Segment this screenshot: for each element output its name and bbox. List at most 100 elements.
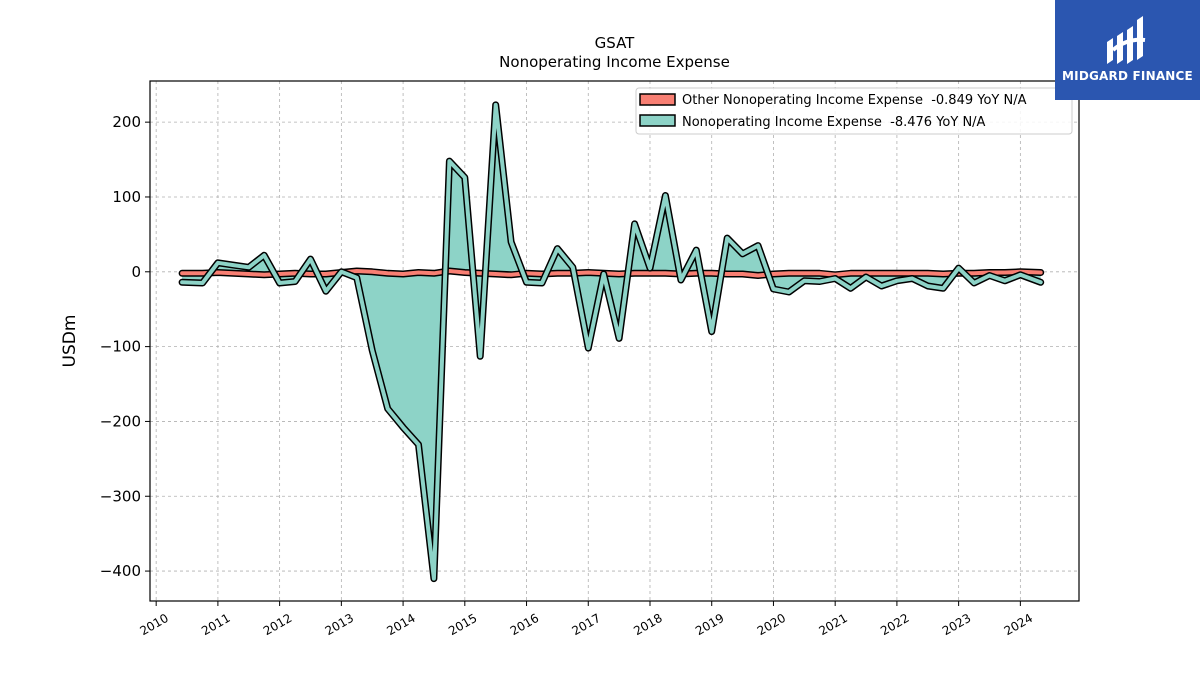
series-1-point xyxy=(324,290,328,293)
series-0-point xyxy=(262,273,266,276)
series-0-point xyxy=(803,272,806,275)
brand-logo: MIDGARD FINANCE xyxy=(1055,0,1200,100)
x-tick-label: 2021 xyxy=(816,611,849,638)
series-0-point xyxy=(710,272,713,275)
series-1-point xyxy=(602,272,605,276)
series-0-point xyxy=(417,271,420,274)
series-1-point xyxy=(463,176,467,179)
x-tick-label: 2024 xyxy=(1002,611,1035,638)
series-1-point xyxy=(232,263,235,267)
series-1-line-outline xyxy=(178,101,1045,583)
series-1-point xyxy=(386,407,389,410)
midgard-finance-logo-icon xyxy=(1107,16,1146,64)
series-1-point xyxy=(371,349,374,352)
y-tick-label: −100 xyxy=(100,338,141,356)
series-0-point xyxy=(741,272,744,276)
x-tick-label: 2017 xyxy=(570,611,603,638)
series-0-point xyxy=(941,272,945,276)
series-1-point xyxy=(1039,281,1042,284)
x-tick-label: 2013 xyxy=(323,611,356,638)
series-1-point xyxy=(787,290,791,294)
series-0-point xyxy=(401,272,405,276)
series-0-point xyxy=(463,271,467,274)
series-1-point xyxy=(417,443,420,446)
series-0-point xyxy=(911,272,914,275)
legend-label-nonoperating: Nonoperating Income Expense -8.476 YoY N… xyxy=(682,115,986,130)
series-1-point xyxy=(725,236,729,240)
series-0-point xyxy=(664,272,667,275)
series-1-point xyxy=(833,277,837,280)
series-1-point xyxy=(695,248,698,252)
y-axis-label: USDm xyxy=(60,315,80,368)
series-1-point xyxy=(556,247,559,250)
series-0-point xyxy=(278,272,281,276)
legend-swatch-nonoperating xyxy=(639,114,676,127)
series-1-point xyxy=(849,287,852,290)
series-1-point xyxy=(972,281,976,285)
series-1-point xyxy=(710,330,713,333)
series-1-point xyxy=(926,284,929,288)
y-tick-label: −400 xyxy=(100,562,141,580)
legend-swatch-other-nonoperating xyxy=(639,93,676,106)
x-tick-label: 2016 xyxy=(508,611,541,638)
series-1-point xyxy=(1003,279,1007,282)
series-1-area xyxy=(182,104,1041,579)
series-0-point xyxy=(494,272,497,276)
series-1-point xyxy=(818,280,821,283)
x-tick-label: 2014 xyxy=(384,611,417,638)
series-1-point xyxy=(679,278,683,282)
legend-label-other-nonoperating: Other Nonoperating Income Expense -0.849… xyxy=(682,93,1027,108)
series-1-point xyxy=(880,284,883,288)
y-tick-label: −200 xyxy=(100,412,141,430)
legend-box xyxy=(635,87,1073,135)
series-0-point xyxy=(633,272,636,275)
series-1-point xyxy=(957,266,960,270)
axis-ticks: 200 100 0 −100 −200 −300 −400 2010 2011 2012 2013 2… xyxy=(100,113,1035,638)
series-areas xyxy=(182,104,1041,579)
series-1-point xyxy=(340,270,343,273)
series-1-point xyxy=(509,240,513,244)
x-tick-label: 2020 xyxy=(755,611,788,638)
series-0-point xyxy=(479,272,482,275)
series-0-point xyxy=(324,272,328,276)
series-0-point xyxy=(880,272,883,275)
x-tick-label: 2018 xyxy=(631,611,664,638)
series-1-point xyxy=(911,277,914,280)
brand-name: MIDGARD FINANCE xyxy=(1062,69,1193,83)
series-0-point xyxy=(787,272,791,275)
legend: Other Nonoperating Income Expense -0.849… xyxy=(635,87,1073,135)
x-tick-label: 2011 xyxy=(199,611,232,638)
x-tick-label: 2012 xyxy=(261,611,294,638)
y-tick-label: 0 xyxy=(131,263,141,281)
series-0-point xyxy=(772,272,775,276)
series-1-point xyxy=(803,279,806,282)
series-1-point xyxy=(355,276,358,279)
series-1-point xyxy=(216,261,220,265)
series-0-point xyxy=(432,272,436,275)
series-1-point xyxy=(988,274,991,277)
series-lines xyxy=(178,101,1045,583)
series-0-point xyxy=(180,272,184,275)
series-1-point xyxy=(895,279,899,282)
series-0-point xyxy=(556,272,559,275)
series-1-point xyxy=(941,287,945,290)
series-1-point xyxy=(479,355,482,358)
series-0-point xyxy=(386,272,389,275)
series-0-point xyxy=(695,272,698,275)
x-tick-label: 2010 xyxy=(137,611,170,638)
series-1-point xyxy=(180,281,184,284)
series-1-point xyxy=(247,266,250,269)
series-0-line xyxy=(180,269,1043,278)
chart-subtitle: Nonoperating Income Expense xyxy=(499,53,730,71)
series-1-point xyxy=(262,254,266,257)
series-1-point xyxy=(756,244,760,247)
series-1-point xyxy=(540,281,544,285)
series-0-point xyxy=(247,272,250,276)
series-1-point xyxy=(741,252,744,256)
series-0-point xyxy=(371,270,374,273)
series-1-line xyxy=(180,102,1043,581)
series-1-point xyxy=(448,159,451,163)
y-tick-label: −300 xyxy=(100,487,141,505)
series-1-point xyxy=(617,337,621,340)
grid xyxy=(150,81,1079,601)
